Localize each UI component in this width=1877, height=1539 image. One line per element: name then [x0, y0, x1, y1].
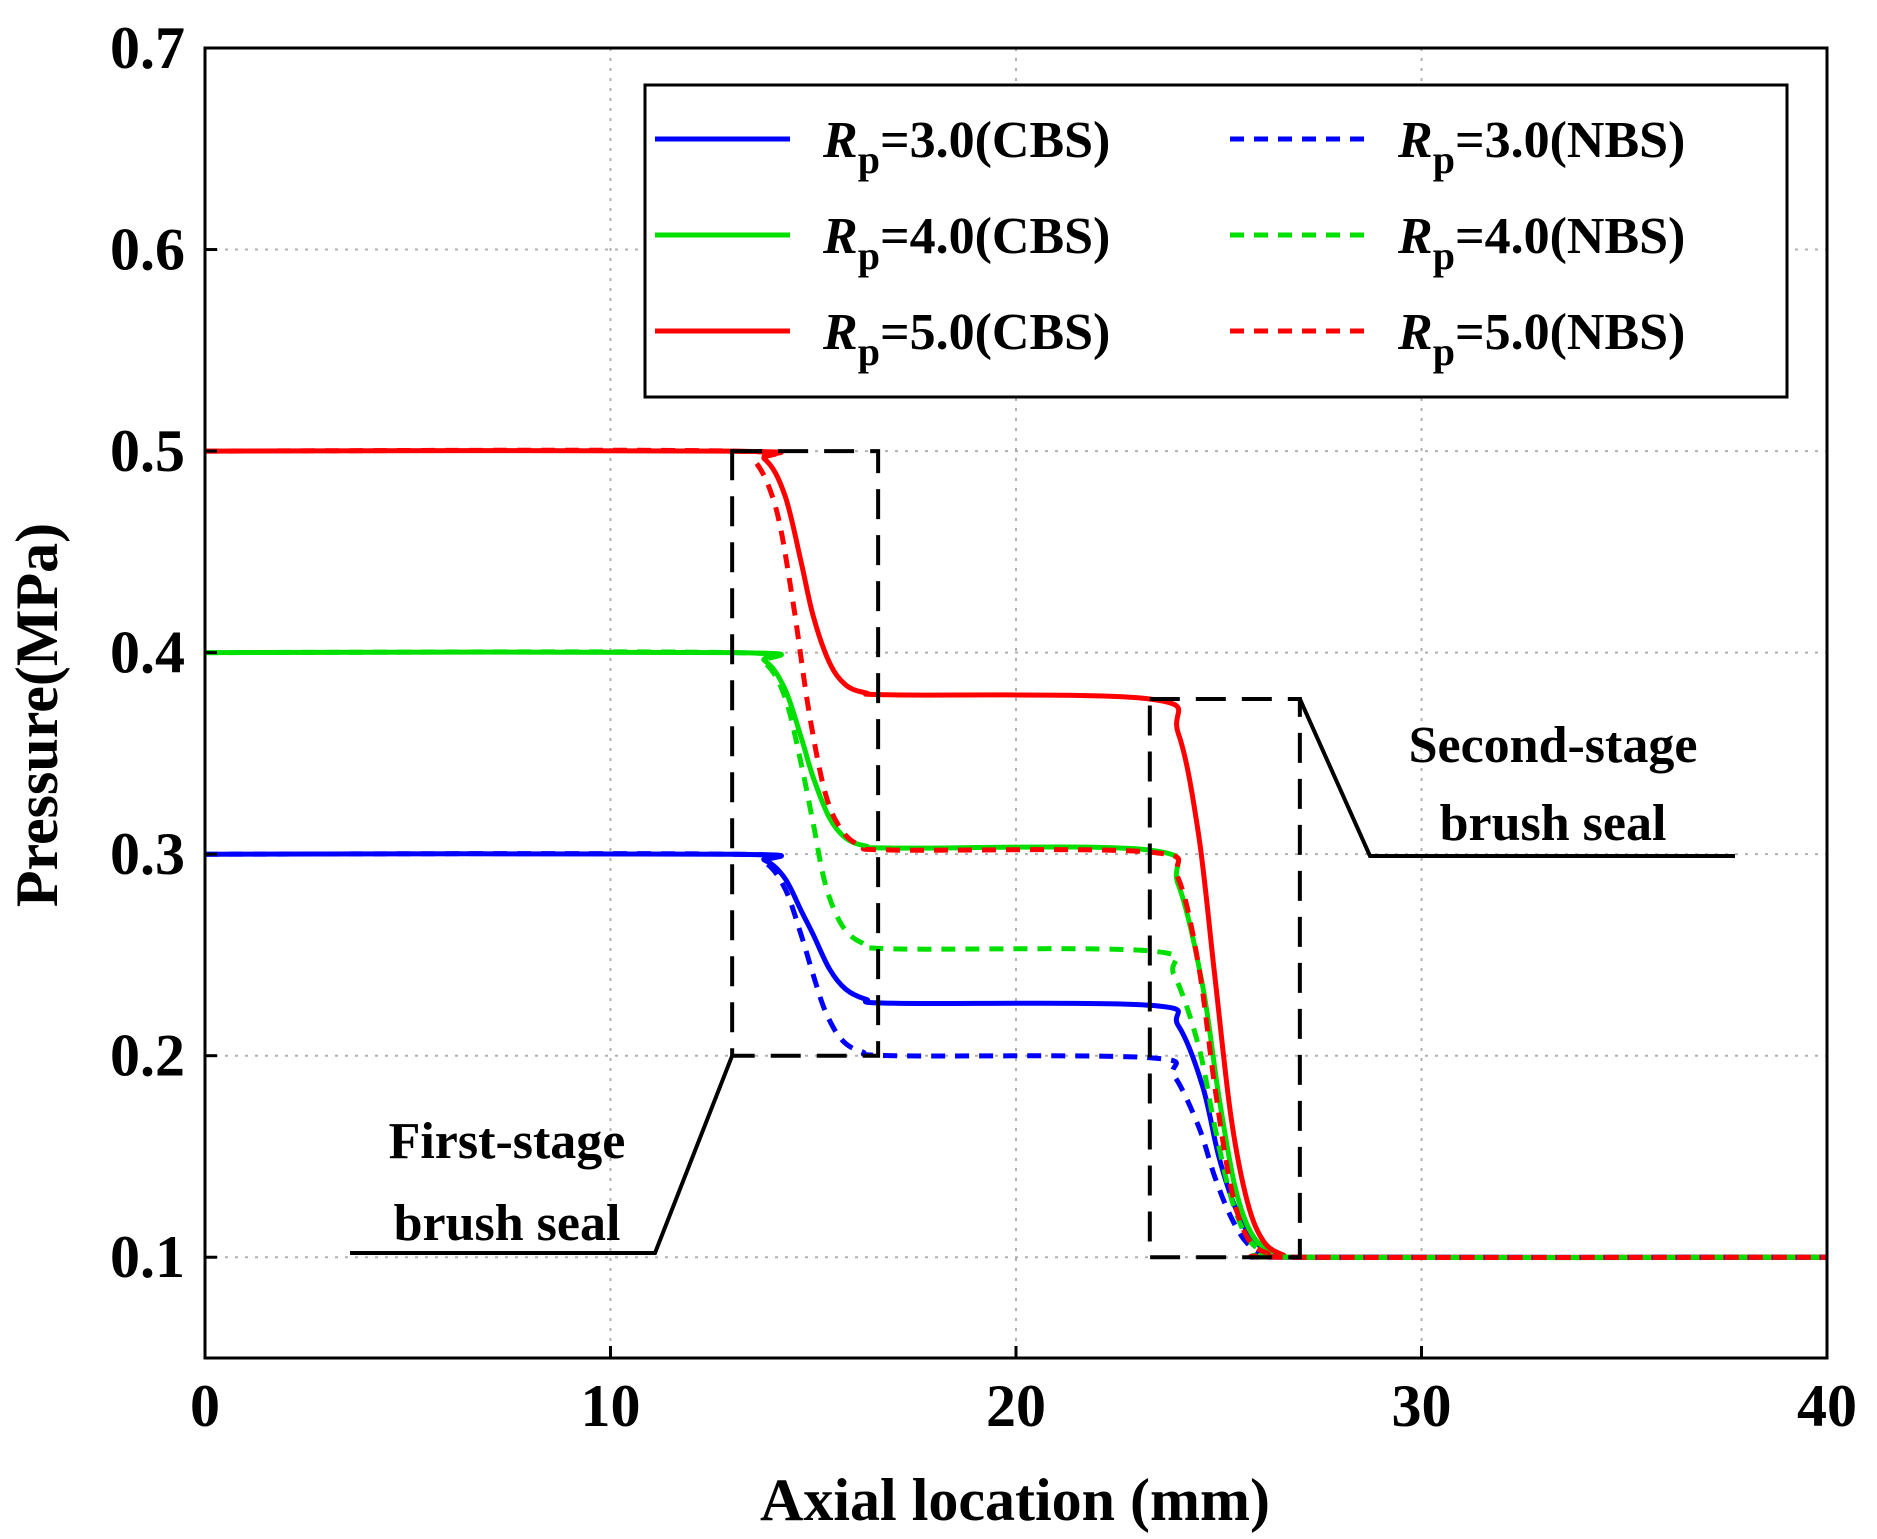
- x-tick-label: 10: [581, 1373, 641, 1439]
- x-tick-label: 40: [1797, 1373, 1857, 1439]
- y-axis-label: Pressure(MPa): [4, 523, 70, 907]
- legend-label: Rp=3.0(CBS): [822, 112, 1110, 182]
- series-line-rp-5-0-cbs-: [204, 447, 1828, 1260]
- y-tick-label: 0.2: [110, 1023, 185, 1089]
- first-stage-label-line1: First-stage: [389, 1113, 626, 1170]
- legend-label: Rp=4.0(CBS): [822, 208, 1110, 278]
- y-tick-label: 0.1: [110, 1224, 185, 1290]
- legend-label: Rp=5.0(NBS): [1397, 304, 1685, 374]
- axis-ticks: 0 10 20 30 40 0.1 0.2 0.3 0.4 0.5 0.6 0.7: [110, 15, 1857, 1439]
- second-stage-label-line2: brush seal: [1440, 795, 1667, 852]
- x-tick-label: 20: [986, 1373, 1046, 1439]
- x-tick-label: 30: [1392, 1373, 1452, 1439]
- y-tick-label: 0.3: [110, 821, 185, 887]
- y-tick-label: 0.6: [110, 217, 185, 283]
- x-axis-label: Axial location (mm): [760, 1467, 1270, 1533]
- series-line-rp-5-0-nbs-: [204, 447, 1828, 1261]
- annotation-box-second: [1147, 696, 1302, 1260]
- x-tick-label: 0: [190, 1373, 220, 1439]
- legend: Rp=3.0(CBS) Rp=4.0(CBS) Rp=5.0(CBS) Rp=3.0(…: [643, 83, 1789, 399]
- second-stage-leader-line: [1298, 698, 1735, 858]
- legend-label: Rp=5.0(CBS): [822, 304, 1110, 374]
- legend-label: Rp=4.0(NBS): [1397, 208, 1685, 278]
- first-stage-label-line2: brush seal: [394, 1195, 621, 1252]
- y-tick-label: 0.5: [110, 418, 185, 484]
- y-tick-label: 0.4: [110, 620, 185, 686]
- annotation-box-first: [730, 449, 881, 1058]
- y-tick-label: 0.7: [110, 15, 185, 81]
- second-stage-label-line1: Second-stage: [1409, 717, 1698, 774]
- legend-box: [643, 83, 1789, 399]
- legend-label: Rp=3.0(NBS): [1397, 112, 1685, 182]
- annotation-boxes: [350, 449, 1735, 1260]
- first-stage-leader-line: [350, 1054, 735, 1255]
